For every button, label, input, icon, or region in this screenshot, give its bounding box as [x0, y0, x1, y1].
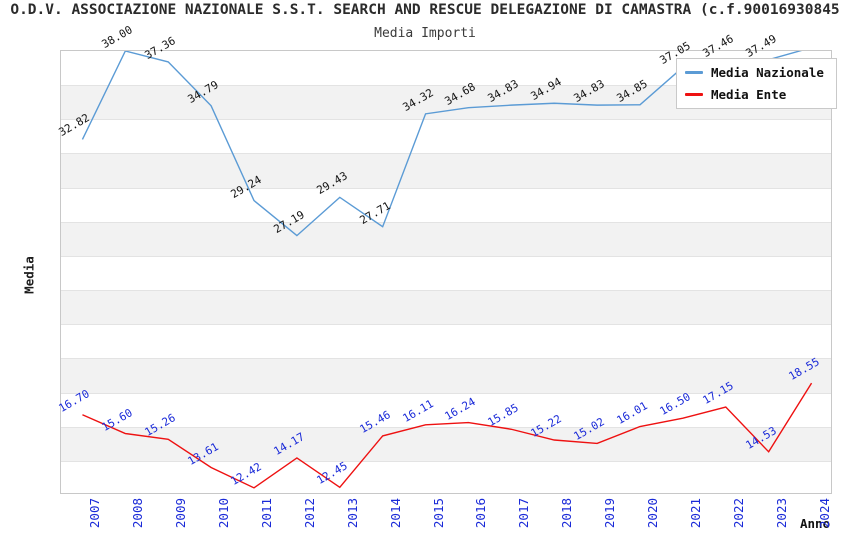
x-tick-label: 2018	[559, 498, 575, 529]
page-title: O.D.V. ASSOCIAZIONE NAZIONALE S.S.T. SEA…	[10, 2, 840, 18]
x-tick-label: 2019	[602, 498, 618, 529]
x-tick-label: 2022	[730, 498, 746, 529]
x-tick-label: 2010	[216, 498, 232, 529]
gridline	[61, 358, 831, 359]
x-tick-label: 2011	[259, 498, 274, 529]
gridline	[61, 427, 831, 428]
legend-swatch-ente	[685, 93, 703, 96]
x-tick-label: 2009	[173, 498, 189, 529]
gridline	[61, 153, 831, 154]
line-media-ente	[82, 382, 813, 489]
chart-legend: Media Nazionale Media Ente	[676, 58, 837, 109]
x-axis-title: Anno	[800, 516, 831, 531]
x-tick-label: 2014	[387, 498, 403, 529]
x-tick-label: 2024	[816, 498, 832, 529]
grid-band	[61, 153, 831, 188]
legend-label-ente: Media Ente	[711, 87, 787, 102]
x-tick-label: 2020	[645, 498, 660, 529]
gridline	[61, 324, 831, 325]
x-tick-label: 2015	[430, 498, 446, 529]
legend-item-media-ente[interactable]: Media Ente	[685, 87, 824, 102]
legend-swatch-nazionale	[685, 71, 703, 74]
x-tick-label: 2023	[773, 498, 789, 529]
grid-band	[61, 426, 831, 461]
legend-label-nazionale: Media Nazionale	[711, 65, 824, 80]
grid-band	[61, 358, 831, 393]
x-tick-label: 2017	[516, 498, 532, 529]
x-tick-label: 2012	[301, 498, 317, 529]
plot-area	[60, 50, 832, 494]
gridline	[61, 119, 831, 120]
gridline	[61, 290, 831, 291]
gridline	[61, 461, 831, 462]
gridline	[61, 393, 831, 394]
legend-item-media-nazionale[interactable]: Media Nazionale	[685, 65, 824, 80]
x-tick-label: 2013	[344, 498, 360, 529]
gridline	[61, 188, 831, 189]
gridline	[61, 222, 831, 223]
chart-subtitle: Media Importi	[374, 26, 476, 41]
x-tick-label: 2007	[87, 498, 103, 529]
x-tick-label: 2016	[473, 498, 489, 529]
x-tick-label: 2008	[130, 498, 146, 529]
gridline	[61, 85, 831, 86]
grid-band	[61, 290, 831, 325]
gridline	[61, 256, 831, 257]
grid-band	[61, 221, 831, 256]
x-tick-label: 2021	[687, 498, 703, 529]
